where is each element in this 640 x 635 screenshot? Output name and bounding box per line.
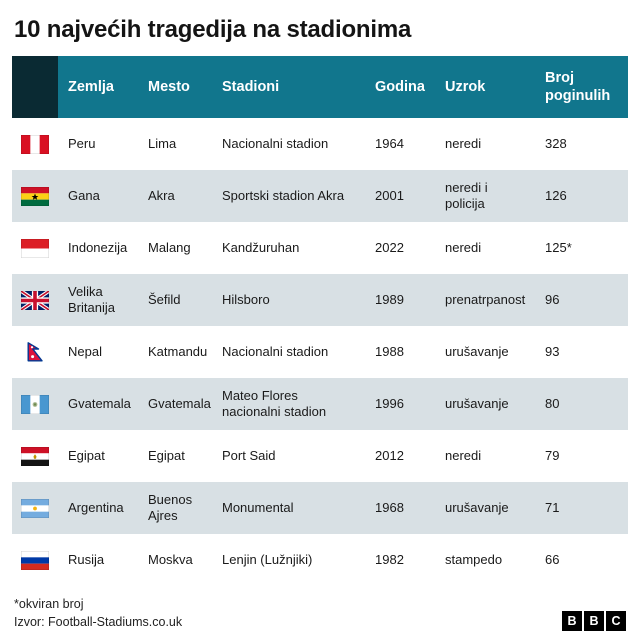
stadium-cell: Monumental [222, 499, 294, 515]
footnote: *okviran broj [14, 597, 84, 611]
deaths-cell: 96 [545, 291, 560, 307]
deaths-cell: 125* [545, 239, 572, 255]
flag-gvatemala-icon [12, 378, 58, 430]
year-cell: 1996 [375, 395, 404, 411]
year-cell: 1982 [375, 551, 404, 567]
year-cell: 1968 [375, 499, 404, 515]
table-row: Gvatemala Gvatemala Mateo Flores naciona… [12, 378, 628, 430]
city-cell: Moskva [148, 551, 193, 567]
stadium-cell: Nacionalni stadion [222, 135, 329, 151]
col-header-cause: Uzrok [445, 78, 486, 95]
table-row: Argentina Buenos Ajres Monumental 1968 u… [12, 482, 628, 534]
year-cell: 2012 [375, 447, 404, 463]
bbc-logo: B B C [562, 611, 626, 631]
flag-velika-britanija-icon [12, 274, 58, 326]
col-header-city: Mesto [148, 78, 190, 95]
city-cell: Katmandu [148, 343, 208, 359]
city-cell: Malang [148, 239, 191, 255]
col-header-stadium: Stadioni [222, 78, 280, 95]
country-cell: Velika Britanija [68, 283, 115, 315]
flag-rusija-icon [12, 534, 58, 586]
cause-cell: neredi [445, 239, 482, 255]
col-header-country: Zemlja [68, 78, 114, 95]
footer-notes: *okviran broj Izvor: Football-Stadiums.c… [14, 596, 182, 631]
city-cell: Gvatemala [148, 395, 211, 411]
table-row: Indonezija Malang Kandžuruhan 2022 nered… [12, 222, 628, 274]
source-credit: Izvor: Football-Stadiums.co.uk [14, 614, 183, 629]
table-row: Egipat Egipat Port Said 2012 neredi 79 [12, 430, 628, 482]
city-cell: Šefild [148, 291, 181, 307]
footer: *okviran broj Izvor: Football-Stadiums.c… [14, 596, 626, 631]
country-cell: Gana [68, 187, 100, 203]
deaths-cell: 126 [545, 187, 567, 203]
flag-column-header [12, 56, 58, 118]
deaths-cell: 80 [545, 395, 560, 411]
stadium-cell: Nacionalni stadion [222, 343, 329, 359]
table-row: Peru Lima Nacionalni stadion 1964 neredi… [12, 118, 628, 170]
cause-cell: stampedo [445, 551, 503, 567]
country-cell: Gvatemala [68, 395, 131, 411]
stadium-cell: Hilsboro [222, 291, 270, 307]
flag-egipat-icon [12, 430, 58, 482]
country-cell: Indonezija [68, 239, 128, 255]
stadium-cell: Port Said [222, 447, 276, 463]
country-cell: Argentina [68, 499, 124, 515]
table-row: Nepal Katmandu Nacionalni stadion 1988 u… [12, 326, 628, 378]
country-cell: Rusija [68, 551, 105, 567]
year-cell: 2001 [375, 187, 404, 203]
stadium-cell: Kandžuruhan [222, 239, 300, 255]
flag-peru-icon [12, 118, 58, 170]
stadium-cell: Lenjin (Lužnjiki) [222, 551, 313, 567]
deaths-cell: 71 [545, 499, 560, 515]
country-cell: Nepal [68, 343, 102, 359]
stadium-cell: Sportski stadion Akra [222, 187, 345, 203]
col-header-deaths: Broj poginulih [545, 69, 611, 104]
city-cell: Buenos Ajres [148, 491, 193, 523]
flag-indonezija-icon [12, 222, 58, 274]
page-title: 10 najvećih tragedija na stadionima [14, 16, 412, 43]
year-cell: 1988 [375, 343, 404, 359]
cause-cell: urušavanje [445, 343, 509, 359]
city-cell: Egipat [148, 447, 185, 463]
year-cell: 1964 [375, 135, 404, 151]
table-row: Gana Akra Sportski stadion Akra 2001 ner… [12, 170, 628, 222]
bbc-logo-letter: C [606, 611, 626, 631]
flag-gana-icon [12, 170, 58, 222]
cause-cell: neredi [445, 447, 482, 463]
city-cell: Akra [148, 187, 175, 203]
year-cell: 2022 [375, 239, 404, 255]
table-row: Velika Britanija Šefild Hilsboro 1989 pr… [12, 274, 628, 326]
cause-cell: prenatrpanost [445, 291, 526, 307]
country-cell: Egipat [68, 447, 105, 463]
flag-argentina-icon [12, 482, 58, 534]
deaths-cell: 66 [545, 551, 560, 567]
flag-nepal-icon [12, 326, 58, 378]
cause-cell: urušavanje [445, 395, 509, 411]
cause-cell: urušavanje [445, 499, 509, 515]
stadium-cell: Mateo Flores nacionalni stadion [222, 387, 327, 419]
cause-cell: neredi [445, 135, 482, 151]
country-cell: Peru [68, 135, 96, 151]
bbc-logo-letter: B [584, 611, 604, 631]
deaths-cell: 79 [545, 447, 560, 463]
tragedy-table: Zemlja Mesto Stadioni Godina Uzrok Broj … [12, 56, 628, 586]
table-row: Rusija Moskva Lenjin (Lužnjiki) 1982 sta… [12, 534, 628, 586]
table-header-row: Zemlja Mesto Stadioni Godina Uzrok Broj … [12, 56, 628, 118]
bbc-logo-letter: B [562, 611, 582, 631]
year-cell: 1989 [375, 291, 404, 307]
deaths-cell: 328 [545, 135, 567, 151]
city-cell: Lima [148, 135, 177, 151]
deaths-cell: 93 [545, 343, 560, 359]
cause-cell: neredi i policija [445, 179, 488, 211]
col-header-year: Godina [375, 78, 425, 95]
